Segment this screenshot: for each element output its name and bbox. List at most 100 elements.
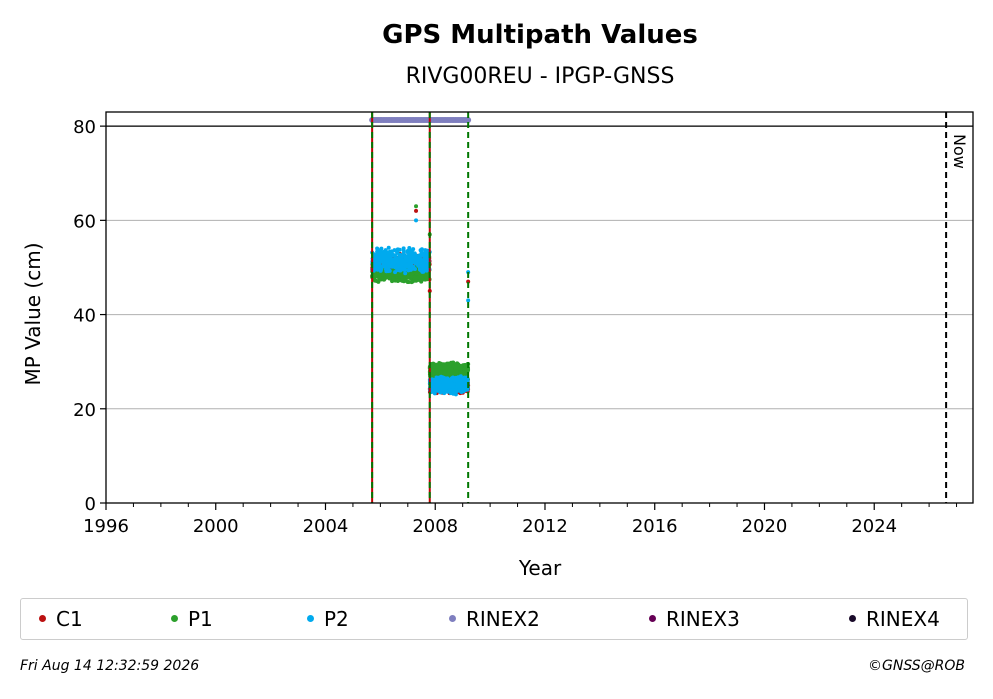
data-point — [442, 371, 447, 376]
data-point — [414, 208, 419, 213]
data-point — [419, 267, 424, 272]
data-point — [424, 277, 429, 282]
data-point — [417, 254, 422, 259]
data-point — [462, 375, 467, 380]
data-point — [461, 372, 466, 377]
x-tick-label: 2020 — [742, 516, 788, 537]
data-point — [409, 263, 414, 268]
data-point — [406, 275, 411, 280]
data-point — [445, 365, 450, 370]
data-point — [407, 246, 412, 251]
data-point — [401, 267, 406, 272]
data-point — [454, 387, 459, 392]
timestamp-footer: Fri Aug 14 12:32:59 2026 — [20, 658, 200, 674]
chart-title: GPS Multipath Values — [382, 20, 698, 50]
legend-marker — [307, 615, 314, 622]
legend-label: P1 — [188, 607, 213, 631]
data-point — [382, 260, 387, 265]
data-point — [389, 262, 394, 267]
y-axis-label: MP Value (cm) — [21, 242, 45, 385]
legend-marker — [849, 615, 856, 622]
data-point — [381, 277, 386, 282]
data-point — [437, 365, 442, 370]
legend-marker — [171, 615, 178, 622]
data-point — [386, 266, 391, 271]
data-point — [392, 248, 397, 253]
data-point — [423, 252, 428, 257]
data-point — [414, 204, 419, 209]
legend-item-p2: P2 — [307, 607, 349, 631]
data-point — [456, 381, 461, 386]
data-point — [439, 374, 444, 379]
chart-subtitle: RIVG00REU - IPGP-GNSS — [406, 64, 675, 89]
data-point — [422, 264, 427, 269]
axes-layer: 0 20 40 60 80 1996 2000 2004 2008 2012 2016 2020 202… — [73, 117, 958, 537]
data-point — [410, 271, 415, 276]
data-point — [419, 274, 424, 279]
data-point — [443, 383, 448, 388]
data-point — [408, 267, 413, 272]
data-point — [465, 387, 470, 392]
data-point — [445, 376, 450, 381]
data-point — [448, 388, 453, 393]
series-p1 — [370, 204, 471, 382]
x-tick-label: 2024 — [851, 516, 897, 537]
series-rinex2 — [369, 117, 472, 124]
data-point — [378, 263, 383, 268]
data-point — [414, 218, 419, 223]
data-point — [453, 392, 458, 397]
data-point — [403, 262, 408, 267]
data-point — [374, 265, 379, 270]
data-point — [385, 260, 390, 265]
legend-label: P2 — [324, 607, 349, 631]
data-point — [372, 273, 377, 278]
data-point — [460, 381, 465, 386]
data-point — [436, 379, 441, 384]
series-p2 — [370, 218, 471, 397]
data-point — [411, 247, 416, 252]
data-point — [419, 247, 424, 252]
legend-label: RINEX3 — [666, 607, 740, 631]
legend-label: C1 — [56, 607, 83, 631]
data-point — [449, 360, 454, 365]
data-point — [386, 245, 391, 250]
data-point — [445, 371, 450, 376]
data-point — [395, 256, 400, 261]
data-point — [396, 278, 401, 283]
legend-label: RINEX4 — [866, 607, 940, 631]
data-point — [414, 256, 419, 261]
plot-frame — [105, 111, 974, 504]
y-tick-label: 80 — [73, 117, 96, 138]
data-point — [377, 275, 382, 280]
y-tick-label: 60 — [73, 211, 96, 232]
data-point — [391, 276, 396, 281]
legend: C1 P1 P2 RINEX2 RINEX3 RINEX4 — [20, 598, 968, 640]
x-tick-label: 2012 — [522, 516, 568, 537]
grid-layer — [106, 125, 973, 410]
x-axis-label: Year — [518, 556, 562, 580]
y-tick-label: 40 — [73, 306, 96, 327]
data-point — [409, 256, 414, 261]
data-point — [432, 383, 437, 388]
data-point — [432, 377, 437, 382]
data-point — [462, 362, 467, 367]
data-point — [378, 268, 383, 273]
data-point — [393, 270, 398, 275]
legend-marker — [449, 615, 456, 622]
data-point — [465, 117, 472, 124]
data-point — [440, 385, 445, 390]
data-point — [417, 271, 422, 276]
data-point — [444, 389, 449, 394]
lines-layer: Now — [106, 112, 973, 503]
legend-item-rinex2: RINEX2 — [449, 607, 540, 631]
data-point — [414, 276, 419, 281]
data-point — [372, 278, 377, 283]
x-tick-label: 2004 — [303, 516, 349, 537]
data-point — [403, 255, 408, 260]
legend-item-p1: P1 — [171, 607, 213, 631]
data-point — [409, 280, 414, 285]
data-point — [415, 262, 420, 267]
data-point — [449, 382, 454, 387]
data-point — [390, 257, 395, 262]
